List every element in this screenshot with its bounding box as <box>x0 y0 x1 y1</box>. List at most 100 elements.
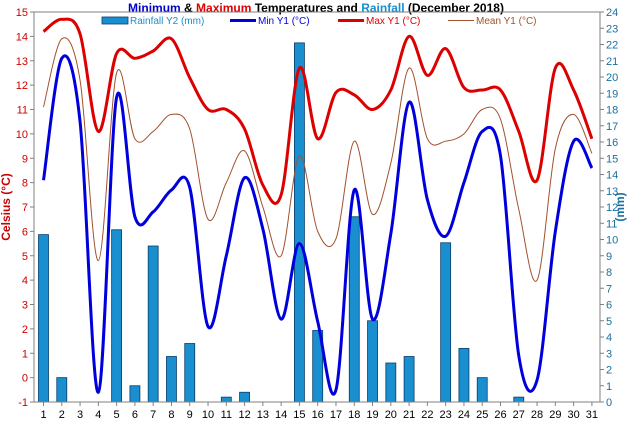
right-axis-tick-label: 13 <box>606 186 618 198</box>
x-axis-tick-label: 20 <box>385 409 397 421</box>
rainfall-bar-day-12 <box>239 391 250 403</box>
right-axis-tick-label: 17 <box>606 121 618 133</box>
min-temperature-line <box>42 54 594 396</box>
rainfall-bar-day-21 <box>403 356 415 403</box>
rainfall-bar-day-6 <box>129 385 141 403</box>
right-axis-tick-label: 14 <box>606 170 618 182</box>
rainfall-bar-day-9 <box>184 343 196 403</box>
x-axis-tick-label: 14 <box>275 409 287 421</box>
right-axis-tick-label: 21 <box>606 56 618 68</box>
left-axis-tick-label: 3 <box>22 300 28 312</box>
title-part-0: Minimum <box>128 1 181 15</box>
x-axis: 1 2 3 4 5 6 7 8 9 10 11 12 13 14 15 16 17 18 19 20 21 22 23 24 2… <box>40 402 598 421</box>
right-axis-tick-label: 1 <box>606 381 612 393</box>
x-axis-tick-label: 23 <box>440 409 452 421</box>
right-axis-tick-label: 8 <box>606 267 612 279</box>
x-axis-tick-label: 26 <box>494 409 506 421</box>
x-axis-tick-label: 30 <box>567 409 579 421</box>
left-axis-tick-label: 10 <box>16 129 28 141</box>
right-axis-tick-label: 9 <box>606 251 612 263</box>
rainfall-bar-day-19 <box>367 320 378 403</box>
left-axis-tick-label: 9 <box>22 153 28 165</box>
left-axis-tick-label: 4 <box>22 275 28 287</box>
left-axis-tick-label: 2 <box>22 324 28 336</box>
rainfall-bar-day-1 <box>38 234 49 403</box>
temperature-lines <box>42 17 594 396</box>
right-axis-tick-label: 11 <box>606 218 617 230</box>
x-axis-tick-label: 11 <box>221 409 232 421</box>
right-axis-tick-label: 19 <box>606 88 618 100</box>
right-axis-tick-label: 3 <box>606 348 612 360</box>
left-axis-label: Celsius (°C) <box>0 173 13 240</box>
x-axis-tick-label: 24 <box>458 409 470 421</box>
rainfall-bar-day-20 <box>385 362 397 403</box>
x-axis-tick-label: 5 <box>114 409 120 421</box>
left-axis-tick-label: 14 <box>16 31 28 43</box>
right-axis-tick-label: 0 <box>606 397 612 409</box>
x-axis-tick-label: 8 <box>168 409 174 421</box>
right-axis-tick-label: 24 <box>606 7 618 19</box>
right-axis-tick-label: 6 <box>606 300 612 312</box>
right-axis-tick-label: 12 <box>606 202 618 214</box>
x-axis-tick-label: 18 <box>348 409 360 421</box>
right-axis-tick-label: 7 <box>606 283 612 295</box>
right-axis-tick-label: 10 <box>606 235 618 247</box>
legend-label-max: Max Y1 (°C) <box>366 16 420 27</box>
left-axis-tick-label: 0 <box>22 373 28 385</box>
left-axis-tick-label: 5 <box>22 251 28 263</box>
left-axis-tick-label: 12 <box>16 80 28 92</box>
right-axis-label: (mm) <box>613 192 627 221</box>
left-axis-tick-label: 6 <box>22 226 28 238</box>
title-part-2: Maximum <box>196 1 251 15</box>
x-axis-tick-label: 15 <box>293 409 305 421</box>
x-axis-tick-label: 10 <box>202 409 214 421</box>
max-temperature-line <box>42 17 594 205</box>
left-axis-tick-label: -1 <box>18 397 28 409</box>
rainfall-bar-day-7 <box>147 245 159 403</box>
x-axis-tick-label: 28 <box>531 409 543 421</box>
rainfall-bar-day-18 <box>348 216 360 403</box>
legend: Rainfall Y2 (mm) Min Y1 (°C) Max Y1 (°C) Me… <box>101 16 537 27</box>
legend-label-min: Min Y1 (°C) <box>258 16 310 27</box>
legend-swatch-rainfall <box>101 16 129 25</box>
left-axis-tick-label: 7 <box>22 202 28 214</box>
right-axis-tick-label: 16 <box>606 137 618 149</box>
x-axis-tick-label: 13 <box>257 409 269 421</box>
x-axis-tick-label: 29 <box>549 409 561 421</box>
right-axis-tick-label: 18 <box>606 105 618 117</box>
right-axis-tick-label: 23 <box>606 23 618 35</box>
x-axis-tick-label: 4 <box>95 409 101 421</box>
x-axis-tick-label: 17 <box>330 409 342 421</box>
x-axis-tick-label: 27 <box>513 409 525 421</box>
title-part-4: Rainfall <box>361 1 404 15</box>
x-axis-tick-label: 19 <box>366 409 378 421</box>
x-axis-tick-label: 16 <box>312 409 324 421</box>
x-axis-tick-label: 25 <box>476 409 488 421</box>
rainfall-bar-day-15 <box>294 42 305 403</box>
left-axis-tick-label: 1 <box>22 348 28 360</box>
x-axis-tick-label: 31 <box>586 409 598 421</box>
title-part-5: (December 2018) <box>405 1 504 15</box>
x-axis-tick-label: 1 <box>40 409 46 421</box>
rainfall-bar-day-5 <box>111 229 123 403</box>
legend-label-mean: Mean Y1 (°C) <box>476 16 537 27</box>
title-part-3: Temperatures and <box>251 1 361 15</box>
right-axis-tick-label: 2 <box>606 365 612 377</box>
right-axis-tick-label: 15 <box>606 153 618 165</box>
rainfall-bar-day-27 <box>513 396 525 403</box>
rainfall-bar-day-25 <box>476 377 488 403</box>
left-axis-tick-label: 13 <box>16 56 28 68</box>
x-axis-tick-label: 2 <box>59 409 65 421</box>
x-axis-tick-label: 6 <box>132 409 138 421</box>
chart-title: Minimum & Maximum Temperatures and Rainf… <box>128 1 504 15</box>
left-axis-tick-label: 15 <box>16 7 28 19</box>
legend-label-rainfall: Rainfall Y2 (mm) <box>130 16 204 27</box>
x-axis-tick-label: 3 <box>77 409 83 421</box>
rainfall-bar-day-8 <box>166 356 177 403</box>
x-axis-tick-label: 9 <box>187 409 193 421</box>
right-axis-tick-label: 22 <box>606 40 618 52</box>
x-axis-tick-label: 21 <box>403 409 415 421</box>
